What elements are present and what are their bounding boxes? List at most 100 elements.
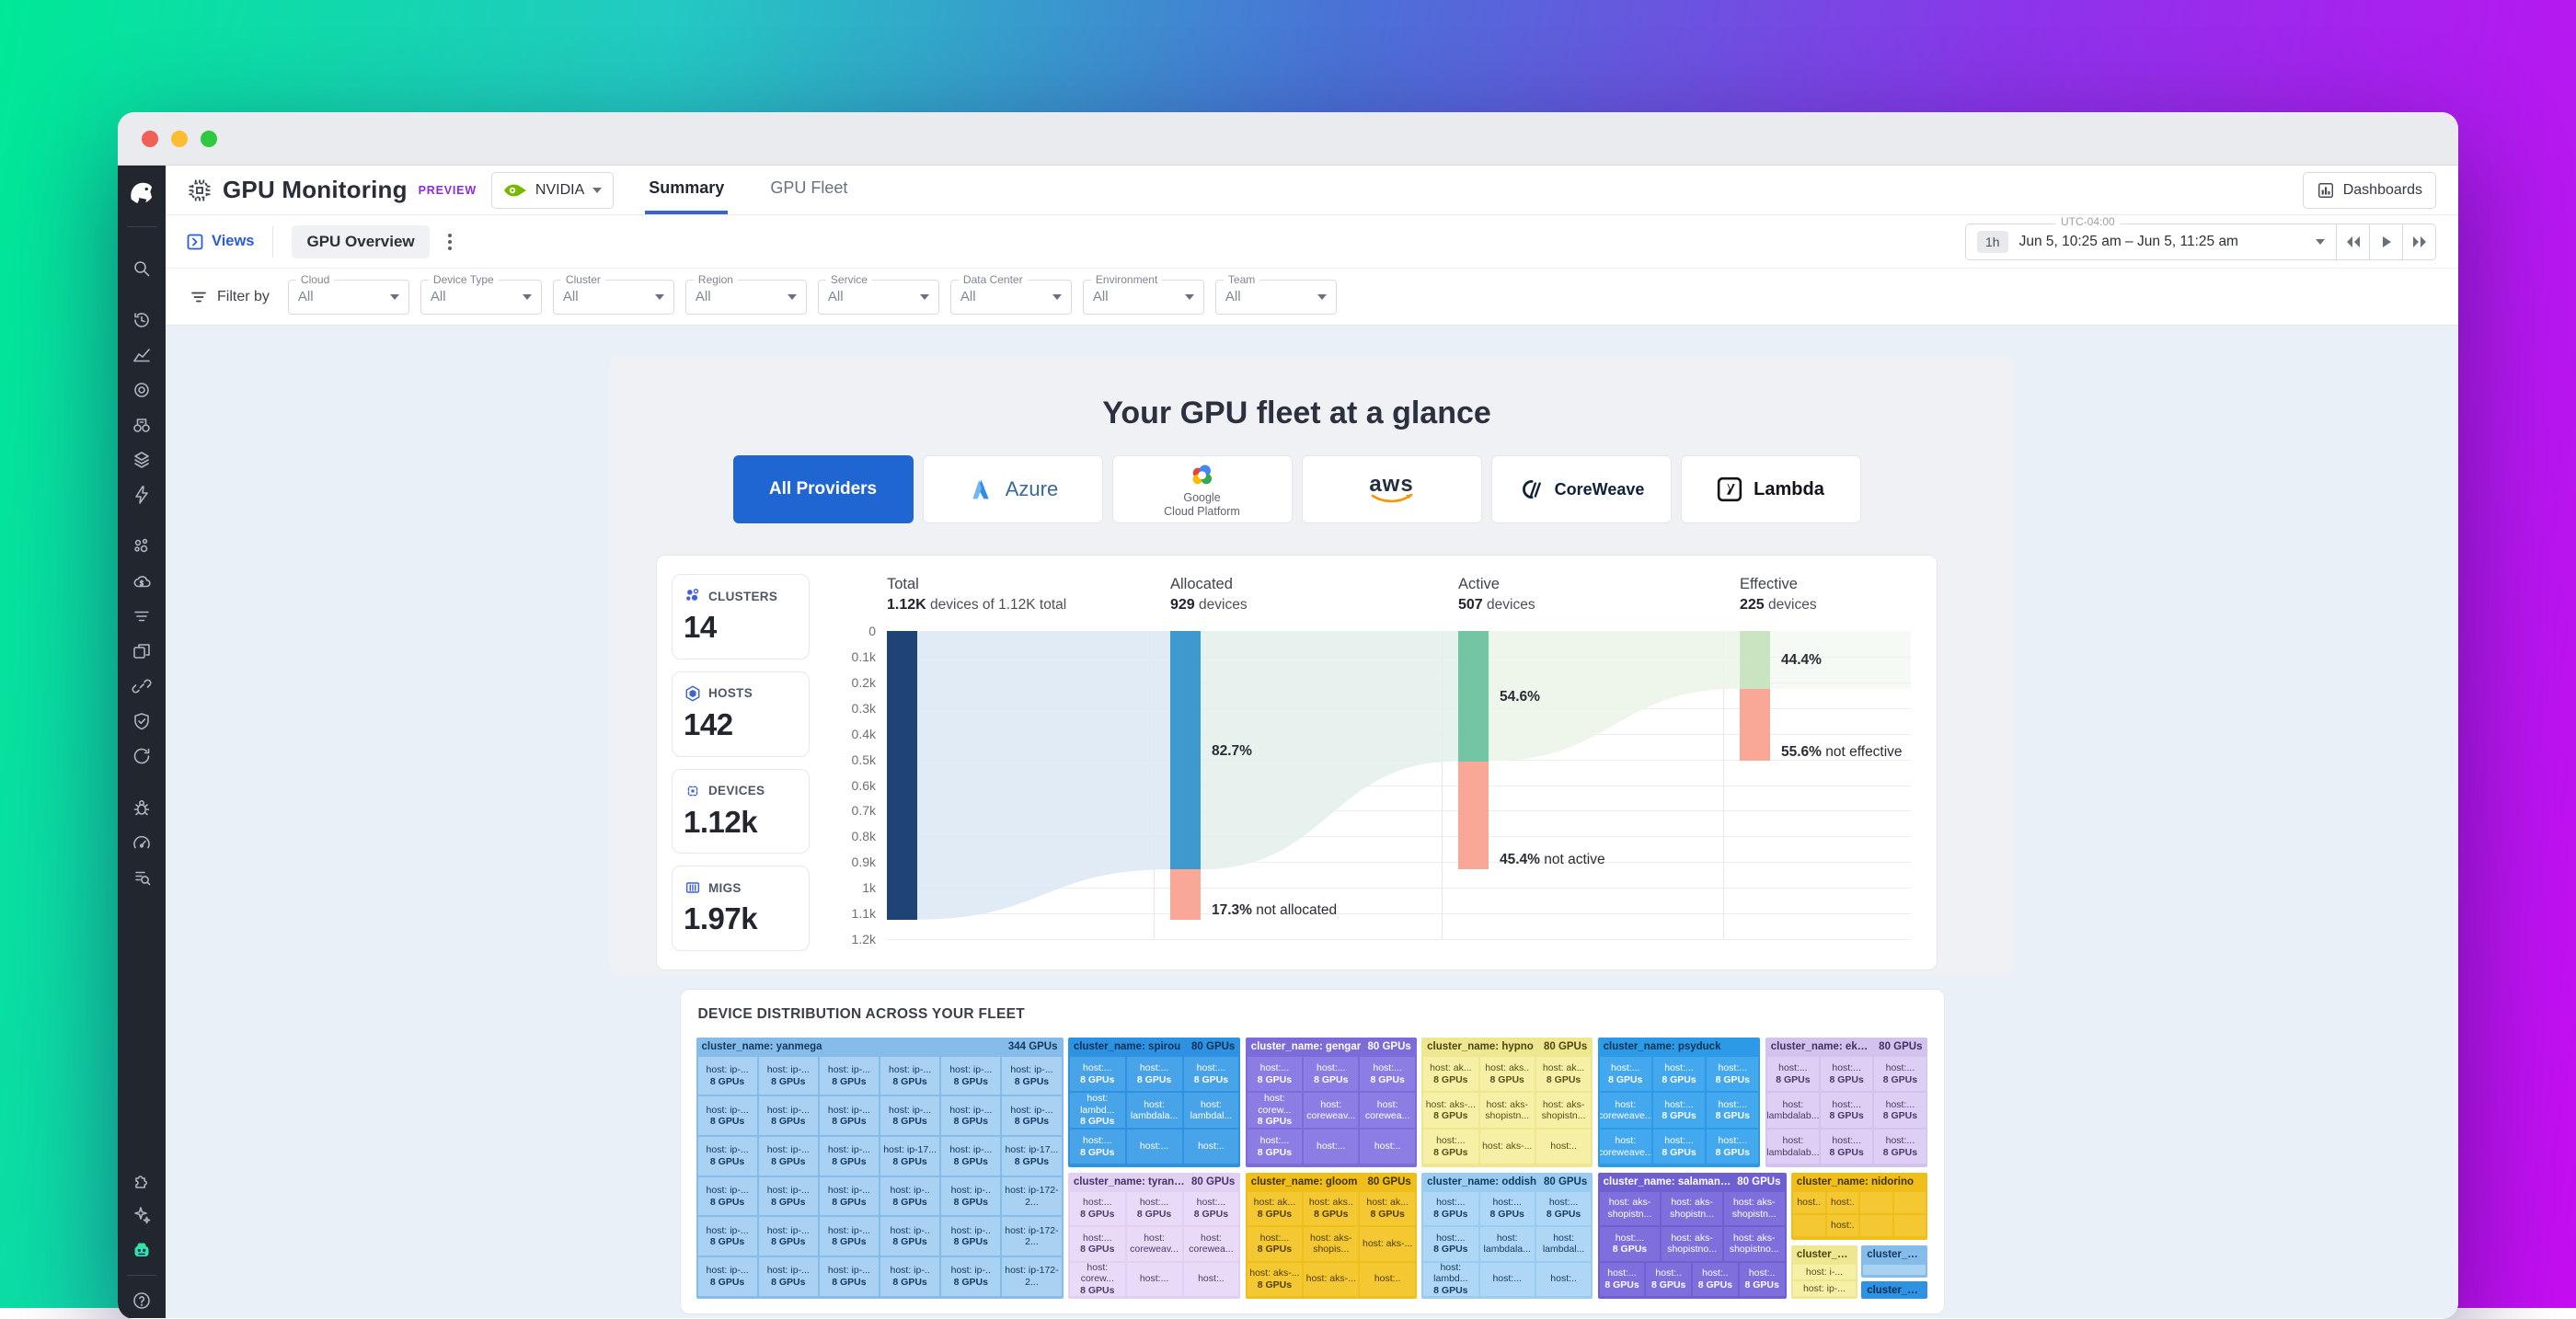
current-view-name[interactable]: GPU Overview bbox=[292, 225, 429, 258]
host-cell[interactable]: host: ip-...8 GPUs bbox=[1002, 1057, 1061, 1095]
host-cell[interactable]: host: ak...8 GPUs bbox=[1360, 1192, 1414, 1225]
host-cell[interactable]: host:... bbox=[1127, 1263, 1182, 1296]
host-cell[interactable]: host:...8 GPUs bbox=[1070, 1057, 1125, 1092]
puzzle-icon[interactable] bbox=[132, 1170, 152, 1190]
host-cell[interactable]: host:...8 GPUs bbox=[1707, 1093, 1758, 1128]
host-cell[interactable]: host: ip-172-2... bbox=[1002, 1177, 1061, 1216]
tab-summary[interactable]: Summary bbox=[645, 166, 728, 214]
link-icon[interactable] bbox=[132, 676, 152, 696]
time-back-icon[interactable] bbox=[2337, 224, 2370, 260]
host-cell[interactable]: host:...8 GPUs bbox=[1423, 1130, 1478, 1164]
host-cell[interactable]: host: corewea... bbox=[1360, 1093, 1414, 1128]
host-cell[interactable]: host: ip-...8 GPUs bbox=[820, 1257, 879, 1296]
host-cell[interactable]: host:..8 GPUs bbox=[1740, 1263, 1785, 1296]
provider-button-azure[interactable]: Azure bbox=[923, 455, 1103, 523]
host-cell[interactable]: host: ak...8 GPUs bbox=[1536, 1057, 1591, 1092]
host-cell[interactable]: host: ip-17...8 GPUs bbox=[1002, 1137, 1061, 1176]
host-cell[interactable]: host: ip-...8 GPUs bbox=[759, 1217, 818, 1256]
host-cell[interactable]: host:...8 GPUs bbox=[1070, 1130, 1125, 1164]
host-cell[interactable]: host.. bbox=[1793, 1192, 1825, 1213]
host-cell[interactable]: host: aks..8 GPUs bbox=[1480, 1057, 1535, 1092]
funnel-bar-allocated-kept[interactable] bbox=[1170, 631, 1201, 869]
host-cell[interactable]: host: ip-...8 GPUs bbox=[880, 1057, 939, 1095]
host-cell[interactable]: host: aks-shopistno... bbox=[1724, 1227, 1785, 1260]
host-cell[interactable]: host: i-... bbox=[1793, 1265, 1856, 1279]
host-cell[interactable] bbox=[1894, 1192, 1926, 1213]
host-cell[interactable]: host:...8 GPUs bbox=[1304, 1057, 1358, 1092]
host-cell[interactable]: host:...8 GPUs bbox=[1480, 1192, 1535, 1225]
host-cell[interactable]: host:...8 GPUs bbox=[1874, 1130, 1926, 1164]
host-cell[interactable]: host: ip-...8 GPUs bbox=[698, 1096, 757, 1135]
host-cell[interactable]: host: lambdala... bbox=[1480, 1227, 1535, 1260]
bug-icon[interactable] bbox=[132, 797, 152, 818]
host-cell[interactable]: host: corew...8 GPUs bbox=[1248, 1093, 1302, 1128]
host-cell[interactable]: host:...8 GPUs bbox=[1070, 1227, 1125, 1260]
provider-button-coreweave[interactable]: CoreWeave bbox=[1491, 455, 1672, 523]
host-cell[interactable]: host: ip-...8 GPUs bbox=[698, 1177, 757, 1216]
layers-icon[interactable] bbox=[132, 450, 152, 470]
host-cell[interactable]: host:...8 GPUs bbox=[1360, 1057, 1414, 1092]
maximize-window-icon[interactable] bbox=[201, 131, 217, 147]
host-cell[interactable]: host: ip-..8 GPUs bbox=[880, 1177, 939, 1216]
datadog-logo-icon[interactable] bbox=[125, 177, 158, 210]
host-cell[interactable]: host:...8 GPUs bbox=[1767, 1057, 1819, 1092]
host-cell[interactable]: host:...8 GPUs bbox=[1653, 1057, 1705, 1092]
host-cell[interactable]: host: aks-shopistn... bbox=[1536, 1093, 1591, 1128]
sparkles-icon[interactable] bbox=[132, 1205, 152, 1225]
host-cell[interactable]: host: coreweave... bbox=[1600, 1093, 1651, 1128]
host-cell[interactable]: host:...8 GPUs bbox=[1821, 1093, 1872, 1128]
host-cell[interactable]: host: ip-...8 GPUs bbox=[1002, 1096, 1061, 1135]
host-cell[interactable]: host:... bbox=[1480, 1263, 1535, 1296]
host-cell[interactable]: host:...8 GPUs bbox=[1070, 1192, 1125, 1225]
host-cell[interactable]: host:...8 GPUs bbox=[1707, 1057, 1758, 1092]
host-cell[interactable]: host: aks-... bbox=[1360, 1227, 1414, 1260]
host-cell[interactable]: host: ip-...8 GPUs bbox=[820, 1096, 879, 1135]
host-cell[interactable]: host: ip-..8 GPUs bbox=[941, 1257, 1000, 1296]
host-cell[interactable]: host: lambdala... bbox=[1127, 1093, 1182, 1128]
host-cell[interactable]: host: lambd...8 GPUs bbox=[1423, 1263, 1478, 1296]
funnel-bar-active-kept[interactable] bbox=[1458, 631, 1489, 762]
bits-ai-icon[interactable] bbox=[132, 1240, 152, 1260]
host-cell[interactable]: host:...8 GPUs bbox=[1707, 1130, 1758, 1164]
time-range-picker[interactable]: 1h Jun 5, 10:25 am – Jun 5, 11:25 am bbox=[1965, 224, 2337, 260]
funnel-bar-effective-kept[interactable] bbox=[1740, 631, 1770, 689]
host-cell[interactable]: host:.. bbox=[1536, 1263, 1591, 1296]
org-selector[interactable]: NVIDIA bbox=[491, 172, 614, 209]
host-cell[interactable]: host: coreweave... bbox=[1600, 1130, 1651, 1164]
host-cell[interactable]: host:.. bbox=[1536, 1130, 1591, 1164]
host-cell[interactable]: host: ip-172-2... bbox=[1002, 1257, 1061, 1296]
clock-history-icon[interactable] bbox=[132, 310, 152, 330]
host-cell[interactable]: host:...8 GPUs bbox=[1127, 1192, 1182, 1225]
host-cell[interactable]: host:...8 GPUs bbox=[1423, 1192, 1478, 1225]
host-cell[interactable]: host: ip-17...8 GPUs bbox=[880, 1137, 939, 1176]
host-cell[interactable]: host: corewea... bbox=[1184, 1227, 1239, 1260]
host-cell[interactable]: host:...8 GPUs bbox=[1821, 1130, 1872, 1164]
cloud-dollar-icon[interactable] bbox=[132, 571, 152, 591]
host-cell[interactable]: host: lambdal... bbox=[1536, 1227, 1591, 1260]
filter-lines-icon[interactable] bbox=[132, 606, 152, 626]
funnel-bar-effective-dropped[interactable] bbox=[1740, 689, 1770, 762]
host-cell[interactable] bbox=[1860, 1215, 1892, 1236]
host-cell[interactable]: host: aks-... bbox=[1480, 1130, 1535, 1164]
sync-icon[interactable] bbox=[132, 746, 152, 766]
host-cell[interactable]: host: ip-...8 GPUs bbox=[941, 1137, 1000, 1176]
host-cell[interactable]: host: ip-...8 GPUs bbox=[880, 1096, 939, 1135]
shield-icon[interactable] bbox=[132, 711, 152, 731]
host-cell[interactable]: host: lambd...8 GPUs bbox=[1070, 1093, 1125, 1128]
host-cell[interactable]: host:...8 GPUs bbox=[1821, 1057, 1872, 1092]
treemap-cluster-cluster-na-[interactable]: cluster_na...host: i-...host: ip-... bbox=[1791, 1245, 1857, 1299]
funnel-bar-active-dropped[interactable] bbox=[1458, 762, 1489, 870]
host-cell[interactable]: host:...8 GPUs bbox=[1248, 1130, 1302, 1164]
host-cell[interactable]: host: ip-...8 GPUs bbox=[698, 1057, 757, 1095]
